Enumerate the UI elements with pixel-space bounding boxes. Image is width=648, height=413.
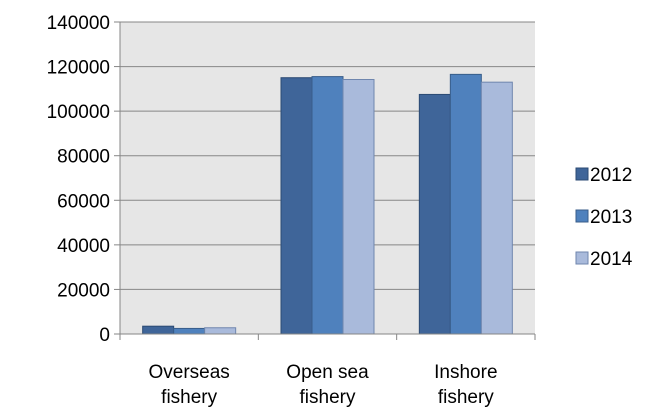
bar-2014-overseas-fishery bbox=[204, 327, 237, 335]
legend-label-2014: 2014 bbox=[590, 249, 633, 270]
y-tick-label: 60000 bbox=[57, 191, 110, 212]
legend-swatch-2012 bbox=[575, 167, 589, 181]
plot-area bbox=[120, 21, 535, 335]
bar-2012-overseas-fishery bbox=[142, 325, 175, 335]
y-tick-label: 20000 bbox=[57, 280, 110, 301]
y-tick-label: 100000 bbox=[47, 102, 110, 123]
x-tick-label-line: Inshore bbox=[434, 362, 497, 383]
y-axis: 0 20000 40000 60000 80000 100000 120000 140000 bbox=[47, 13, 121, 346]
bar-2012-inshore-fishery bbox=[418, 93, 451, 335]
x-tick-label-line: Overseas bbox=[149, 362, 230, 383]
legend-label-2013: 2013 bbox=[590, 207, 632, 228]
legend-swatch-2013 bbox=[575, 209, 589, 223]
x-tick-label-line: fishery bbox=[161, 387, 217, 408]
y-tick-label: 40000 bbox=[57, 236, 110, 257]
y-tick-label: 0 bbox=[99, 325, 110, 346]
legend: 2012 2013 2014 bbox=[575, 165, 633, 270]
bar-2013-overseas-fishery bbox=[173, 327, 206, 335]
y-tick-label: 140000 bbox=[47, 13, 110, 34]
legend-swatch-2014 bbox=[575, 251, 589, 265]
legend-label-2012: 2012 bbox=[590, 165, 632, 186]
x-tick-label: Overseas fishery bbox=[149, 362, 230, 408]
x-tick-label-line: fishery bbox=[438, 387, 494, 408]
bar-2012-open-sea-fishery bbox=[280, 77, 313, 335]
bar-2014-inshore-fishery bbox=[480, 81, 513, 335]
bar-2013-inshore-fishery bbox=[449, 73, 482, 335]
bar-2013-open-sea-fishery bbox=[311, 76, 344, 335]
y-tick-label: 80000 bbox=[57, 147, 110, 168]
bar-2014-open-sea-fishery bbox=[342, 78, 375, 335]
x-tick-label: Inshore fishery bbox=[434, 362, 497, 408]
x-axis: Overseas fishery Open sea fishery Inshore fis… bbox=[119, 333, 536, 408]
x-tick-label-line: fishery bbox=[300, 387, 356, 408]
y-tick-label: 120000 bbox=[47, 58, 110, 79]
x-tick-label-line: Open sea bbox=[286, 362, 369, 383]
x-tick-label: Open sea fishery bbox=[286, 362, 369, 408]
